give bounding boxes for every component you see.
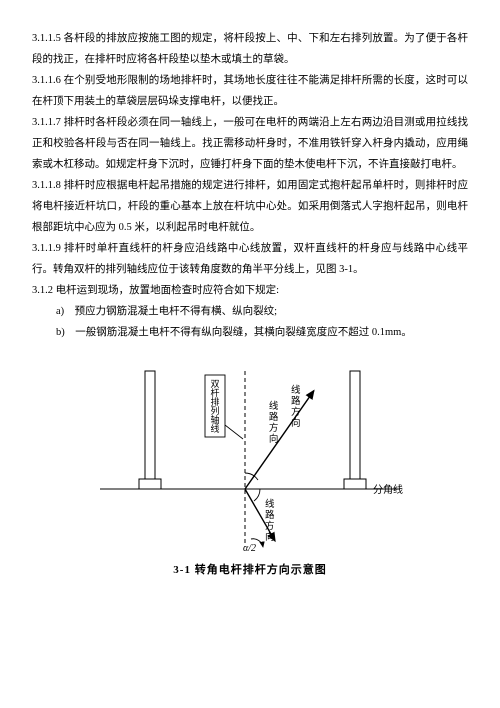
svg-text:线: 线 bbox=[265, 498, 275, 510]
list-item-b: b) 一般钢筋混凝土电杆不得有纵向裂缝，其横向裂缝宽度应不超过 0.1mm。 bbox=[32, 322, 468, 343]
para-3-1-1-7: 3.1.1.7 排杆时各杆段必须在同一轴线上，一般可在电杆的两端沿上左右两边沿目… bbox=[32, 112, 468, 175]
svg-text:方: 方 bbox=[265, 520, 275, 532]
svg-text:方: 方 bbox=[269, 422, 279, 434]
para-3-1-2: 3.1.2 电杆运到现场，放置地面检查时应符合如下规定: bbox=[32, 280, 468, 301]
svg-text:线: 线 bbox=[210, 423, 219, 434]
para-3-1-1-8: 3.1.1.8 排杆时应根据电杆起吊措施的规定进行排杆，如用固定式抱杆起吊单杆时… bbox=[32, 175, 468, 238]
svg-text:分角线: 分角线 bbox=[373, 483, 403, 496]
svg-text:路: 路 bbox=[291, 395, 301, 407]
svg-text:α/2: α/2 bbox=[243, 543, 256, 554]
para-3-1-1-5: 3.1.1.5 各杆段的排放应按施工图的规定，将杆段按上、中、下和左右排列放置。… bbox=[32, 28, 468, 70]
svg-text:向: 向 bbox=[265, 531, 275, 543]
list-item-a: a) 预应力钢筋混凝土电杆不得有横、纵向裂纹; bbox=[32, 301, 468, 322]
svg-text:向: 向 bbox=[291, 417, 301, 429]
figure-3-1: 双杆排列轴线线路方向线路方向线路方向分角线α/2 bbox=[32, 349, 468, 559]
svg-text:线: 线 bbox=[291, 384, 301, 396]
para-3-1-1-9: 3.1.1.9 排杆时单杆直线杆的杆身应沿线路中心线放置，双杆直线杆的杆身应与线… bbox=[32, 238, 468, 280]
svg-text:路: 路 bbox=[269, 411, 279, 423]
figure-caption: 3-1 转角电杆排杆方向示意图 bbox=[32, 561, 468, 577]
svg-text:线: 线 bbox=[269, 400, 279, 412]
svg-text:方: 方 bbox=[291, 406, 301, 418]
para-3-1-1-6: 3.1.1.6 在个别受地形限制的场地排杆时，其场地长度往往不能满足排杆所需的长… bbox=[32, 70, 468, 112]
svg-text:路: 路 bbox=[265, 509, 275, 521]
svg-text:向: 向 bbox=[269, 433, 279, 445]
